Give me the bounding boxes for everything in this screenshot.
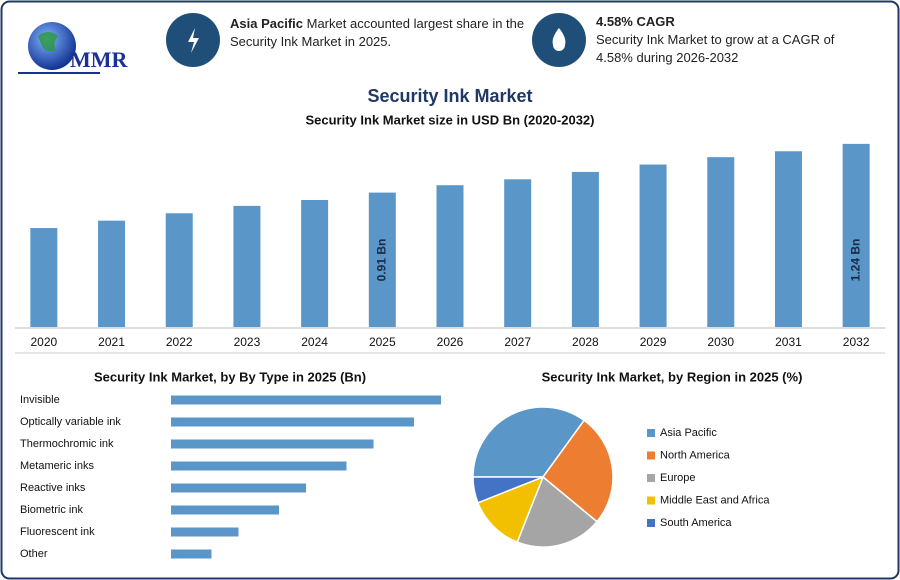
x-tick-label: 2022 [166, 335, 193, 349]
x-tick-label: 2031 [775, 335, 802, 349]
x-tick-label: 2026 [437, 335, 464, 349]
x-tick-label: 2021 [98, 335, 125, 349]
category-label: Thermochromic ink [20, 438, 114, 450]
category-label: Metameric inks [20, 460, 94, 472]
category-label: Optically variable ink [20, 416, 121, 428]
x-tick-label: 2027 [504, 335, 531, 349]
value-label: 1.24 Bn [848, 239, 862, 282]
bar [233, 205, 261, 327]
info-bold: Asia Pacific [230, 16, 303, 31]
bar [165, 213, 193, 327]
category-label: Fluorescent ink [20, 526, 95, 538]
bar [368, 192, 396, 327]
legend-label: North America [660, 449, 731, 461]
x-tick-label: 2032 [843, 335, 870, 349]
bar [171, 439, 374, 449]
bar [301, 199, 329, 327]
category-label: Biometric ink [20, 504, 83, 516]
bolt-icon [188, 28, 199, 53]
bar [842, 143, 870, 327]
legend-swatch [647, 451, 655, 460]
pie-slice [541, 419, 614, 523]
bar [171, 483, 306, 493]
legend-swatch [647, 496, 655, 505]
info-box: 4.58% CAGR Security Ink Market to grow at… [596, 13, 866, 67]
legend-label: Asia Pacific [660, 427, 717, 439]
bar [436, 185, 464, 327]
logo-land [38, 32, 58, 52]
x-tick-label: 2024 [301, 335, 328, 349]
pie-slice [472, 406, 586, 478]
logo-text: MMR [70, 47, 129, 72]
pie-slice [472, 476, 544, 504]
x-tick-label: 2023 [234, 335, 261, 349]
bar [571, 171, 599, 327]
pie-slice [516, 475, 598, 548]
bar [171, 549, 212, 559]
bar [30, 228, 58, 327]
chart-title: Security Ink Market, by Region in 2025 (… [542, 369, 803, 384]
x-tick-label: 2030 [707, 335, 734, 349]
x-tick-label: 2025 [369, 335, 396, 349]
legend-label: South America [660, 517, 732, 529]
info-bold: 4.58% CAGR [596, 14, 675, 29]
legend-swatch [647, 519, 655, 527]
drop-icon [552, 28, 566, 51]
category-label: Reactive inks [20, 482, 86, 494]
value-label: 0.91 Bn [374, 239, 388, 282]
bar [707, 157, 735, 327]
bar [171, 505, 279, 515]
bar [639, 164, 667, 327]
info-text: Market accounted largest share in the Se… [230, 16, 525, 49]
bar [774, 151, 802, 327]
chart-title: Security Ink Market [367, 86, 532, 106]
bar [171, 417, 414, 427]
x-tick-label: 2028 [572, 335, 599, 349]
category-label: Other [20, 548, 48, 560]
bar [171, 395, 441, 405]
category-label: Invisible [20, 394, 60, 406]
chart-subtitle: Security Ink Market size in USD Bn (2020… [305, 112, 594, 127]
bar [171, 527, 239, 537]
info-text: Security Ink Market to grow at a CAGR of… [596, 32, 835, 65]
bar [98, 220, 126, 327]
legend-swatch [647, 474, 655, 482]
x-tick-label: 2029 [640, 335, 667, 349]
legend-swatch [647, 429, 655, 437]
chart-title: Security Ink Market, by By Type in 2025 … [94, 369, 366, 384]
bar [171, 461, 347, 471]
legend-label: Europe [660, 472, 695, 484]
bar [504, 179, 532, 327]
info-box: Asia Pacific Market accounted largest sh… [230, 15, 530, 51]
x-tick-label: 2020 [30, 335, 57, 349]
pie-slice [476, 475, 545, 544]
legend-label: Middle East and Africa [660, 494, 770, 506]
